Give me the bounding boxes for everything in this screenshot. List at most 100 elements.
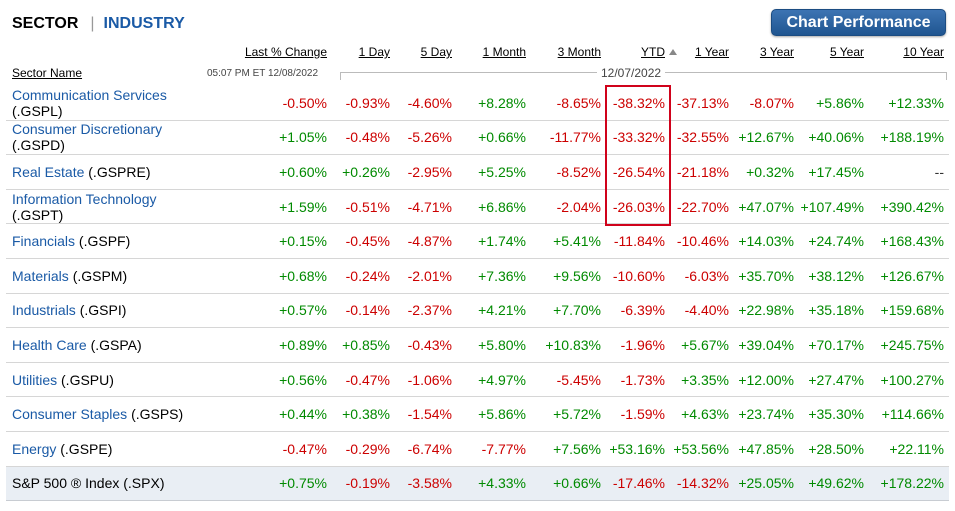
sector-table: Communication Services (.GSPL) -0.50% -0.93…	[6, 86, 949, 502]
value-cell: +12.33%	[888, 94, 944, 111]
tab-sector[interactable]: SECTOR	[12, 15, 79, 32]
value-cell: -2.04%	[556, 198, 601, 215]
value-cell: -1.96%	[620, 336, 665, 353]
value-cell: +7.56%	[553, 440, 601, 457]
column-header-label: 5 Day	[420, 45, 452, 59]
value-cell: +390.42%	[880, 198, 944, 215]
value-cell: +39.04%	[738, 336, 794, 353]
value-cell: -10.46%	[676, 233, 729, 250]
column-header-3-month[interactable]: 3 Month	[491, 45, 601, 59]
sector-ticker: (.GSPA)	[90, 336, 142, 353]
value-cell: -6.74%	[407, 440, 452, 457]
value-cell: +107.49%	[800, 198, 864, 215]
column-header-5-day[interactable]: 5 Day	[342, 45, 452, 59]
value-cell: -38.32%	[612, 94, 665, 111]
value-cell: +0.32%	[746, 163, 794, 180]
value-cell: -33.32%	[612, 129, 665, 146]
value-cell: +0.15%	[279, 233, 327, 250]
column-header-label: Last % Change	[244, 45, 327, 59]
sector-ticker: (.GSPL)	[12, 102, 63, 119]
column-header-10-year[interactable]: 10 Year	[834, 45, 944, 59]
value-cell: +178.22%	[880, 475, 944, 492]
value-cell: -26.54%	[612, 163, 665, 180]
tab-separator: |	[90, 15, 95, 32]
sector-link[interactable]: Financials	[12, 233, 76, 250]
value-cell: +70.17%	[808, 336, 864, 353]
value-cell: -1.59%	[620, 406, 665, 423]
sector-link[interactable]: Utilities	[12, 371, 58, 388]
sector-name-cell: Consumer Staples (.GSPS)	[12, 397, 212, 431]
value-cell: +5.67%	[681, 336, 729, 353]
value-cell: +7.36%	[478, 267, 526, 284]
value-cell: -32.55%	[676, 129, 729, 146]
sector-name-cell: Communication Services (.GSPL)	[12, 86, 212, 120]
value-cell: +4.33%	[478, 475, 526, 492]
value-cell: +0.75%	[279, 475, 327, 492]
value-cell: +8.28%	[478, 94, 526, 111]
sector-link[interactable]: Consumer Staples	[12, 406, 128, 423]
value-cell: +23.74%	[738, 406, 794, 423]
sector-ticker: (.GSPRE)	[88, 163, 151, 180]
sector-link[interactable]: Information Technology	[12, 190, 157, 207]
column-header-label: 10 Year	[903, 45, 944, 59]
tab-industry[interactable]: INDUSTRY	[103, 15, 185, 32]
value-cell: -4.60%	[407, 94, 452, 111]
value-cell: +1.05%	[279, 129, 327, 146]
value-cell: +0.60%	[279, 163, 327, 180]
value-cell: +0.68%	[279, 267, 327, 284]
column-header-label: 1 Day	[358, 45, 390, 59]
value-cell: -2.37%	[407, 302, 452, 319]
value-cell: -21.18%	[676, 163, 729, 180]
sector-ticker: (.GSPS)	[131, 406, 184, 423]
sector-link[interactable]: Consumer Discretionary	[12, 121, 163, 138]
table-row: Utilities (.GSPU) +0.56% -0.47% -1.06% +4.97…	[6, 363, 949, 398]
value-cell: -0.47%	[282, 440, 327, 457]
value-cell: +5.86%	[478, 406, 526, 423]
sector-ticker: (.GSPU)	[61, 371, 114, 388]
column-header-1-day[interactable]: 1 Day	[280, 45, 390, 59]
sector-name-header[interactable]: Sector Name	[12, 66, 83, 80]
value-cell: -2.01%	[407, 267, 452, 284]
sector-link[interactable]: Materials	[12, 267, 69, 284]
column-header-label: 1 Year	[694, 45, 729, 59]
sector-link[interactable]: Real Estate	[12, 163, 85, 180]
column-header-label: 1 Month	[482, 45, 526, 59]
column-header-label: 3 Month	[557, 45, 601, 59]
sector-link[interactable]: Health Care	[12, 336, 87, 353]
column-header-ytd[interactable]: YTD	[567, 45, 677, 59]
sector-ticker: (.GSPM)	[72, 267, 128, 284]
sector-link[interactable]: Communication Services	[12, 86, 167, 103]
table-row: Communication Services (.GSPL) -0.50% -0.93…	[6, 86, 949, 121]
value-cell: +245.75%	[880, 336, 944, 353]
sector-name-cell: Information Technology (.GSPT)	[12, 190, 212, 224]
table-row: Real Estate (.GSPRE) +0.60% +0.26% -2.95% +5…	[6, 155, 949, 190]
column-header-last-change[interactable]: Last % Change	[217, 45, 327, 59]
value-cell: +5.80%	[478, 336, 526, 353]
value-cell: -0.47%	[345, 371, 390, 388]
sector-link[interactable]: Industrials	[12, 302, 76, 319]
column-header-1-year[interactable]: 1 Year	[619, 45, 729, 59]
value-cell: +10.83%	[545, 336, 601, 353]
sector-link[interactable]: S&P 500 ® Index	[12, 475, 120, 492]
value-cell: -10.60%	[612, 267, 665, 284]
value-cell: +28.50%	[808, 440, 864, 457]
column-header-1-month[interactable]: 1 Month	[416, 45, 526, 59]
chart-performance-button[interactable]: Chart Performance	[771, 9, 946, 36]
value-cell: +49.62%	[808, 475, 864, 492]
sector-link[interactable]: Energy	[12, 440, 57, 457]
column-header-3-year[interactable]: 3 Year	[684, 45, 794, 59]
value-cell: +14.03%	[738, 233, 794, 250]
value-cell: +114.66%	[881, 406, 944, 423]
index-row: S&P 500 ® Index (.SPX) +0.75% -0.19% -3.58%…	[6, 466, 949, 502]
value-cell: +168.43%	[880, 233, 944, 250]
value-cell: +22.98%	[738, 302, 794, 319]
value-cell: +40.06%	[808, 129, 864, 146]
value-cell: +53.56%	[673, 440, 729, 457]
value-cell: -2.95%	[407, 163, 452, 180]
value-cell: +0.57%	[279, 302, 327, 319]
value-cell: -11.77%	[549, 129, 601, 146]
sector-name-cell: Financials (.GSPF)	[12, 224, 212, 258]
column-header-label: YTD	[641, 45, 665, 59]
value-cell: +4.63%	[681, 406, 729, 423]
column-header-5-year[interactable]: 5 Year	[754, 45, 864, 59]
